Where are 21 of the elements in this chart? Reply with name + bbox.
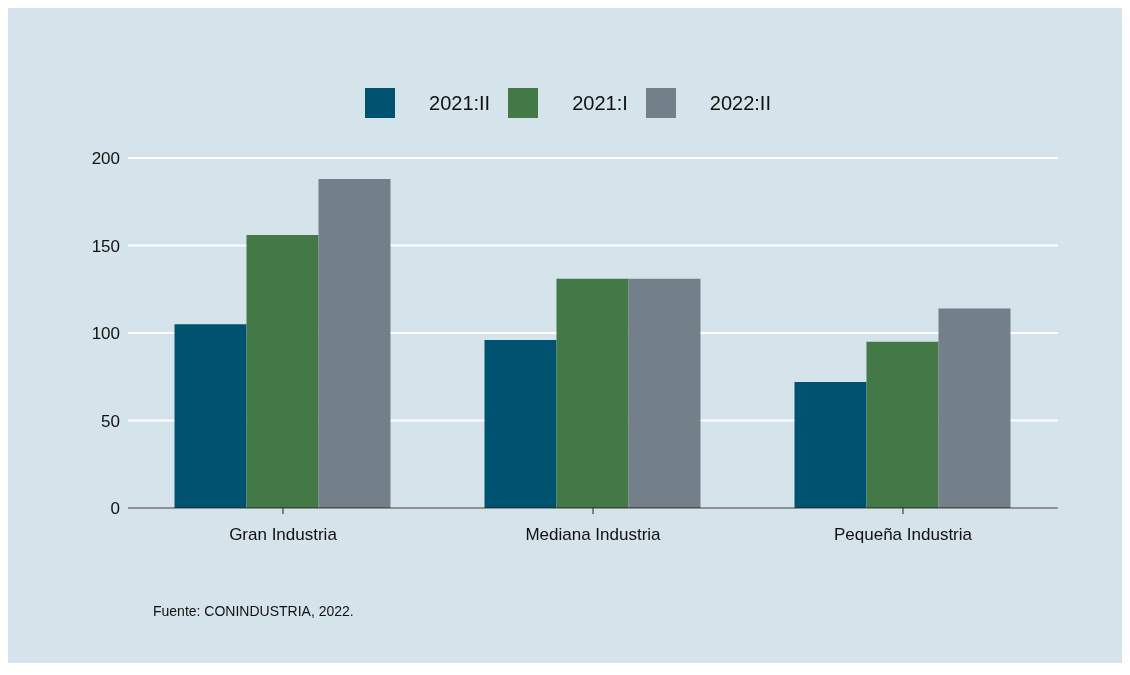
legend-label: 2021:I <box>572 91 628 115</box>
bar <box>556 278 629 508</box>
x-tick-label: Gran Industria <box>229 525 338 545</box>
bar <box>246 235 319 508</box>
bar <box>628 278 701 508</box>
source-note: Fuente: CONINDUSTRIA, 2022. <box>153 603 354 619</box>
y-tick-label: 200 <box>91 149 120 169</box>
legend-label: 2021:II <box>429 91 491 115</box>
bar <box>484 340 557 508</box>
bar <box>318 179 391 508</box>
x-tick-label: Pequeña Industria <box>834 525 973 545</box>
y-tick-label: 50 <box>101 411 120 431</box>
bar <box>938 308 1011 508</box>
legend-label: 2022:II <box>709 91 771 115</box>
y-tick-label: 150 <box>91 236 120 256</box>
y-tick-label: 100 <box>91 324 120 344</box>
bar <box>866 341 939 508</box>
bar <box>174 324 247 508</box>
bar <box>794 382 867 508</box>
x-tick-label: Mediana Industria <box>525 525 662 545</box>
y-tick-label: 0 <box>110 499 120 519</box>
